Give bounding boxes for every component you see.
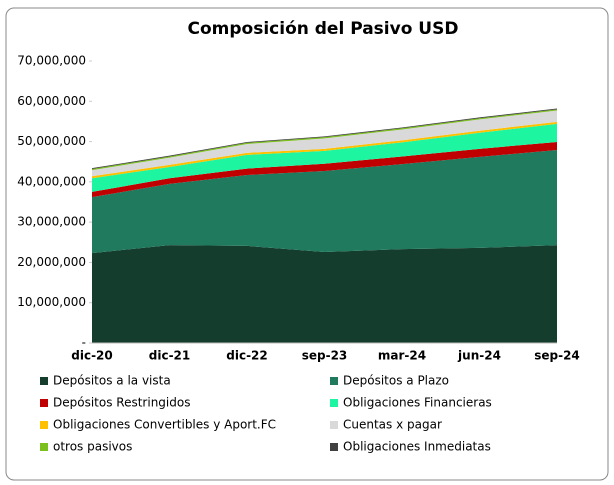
y-tick-label: 70,000,000	[17, 54, 86, 68]
legend-label: otros pasivos	[53, 440, 132, 454]
y-tick-label: 10,000,000	[17, 295, 86, 309]
y-tick-label: 40,000,000	[17, 174, 86, 188]
legend-label: Obligaciones Convertibles y Aport.FC	[53, 418, 276, 432]
legend-label: Depósitos a Plazo	[343, 374, 449, 388]
area	[92, 141, 557, 198]
x-tick-label: sep-24	[534, 349, 580, 363]
legend-swatch	[40, 421, 48, 429]
legend-label: Depósitos Restringidos	[53, 396, 190, 410]
legend-label: Obligaciones Inmediatas	[343, 440, 491, 454]
x-tick-label: dic-20	[71, 349, 113, 363]
area	[92, 150, 557, 254]
y-tick-label: 60,000,000	[17, 94, 86, 108]
area	[92, 123, 557, 192]
y-tick-label: 50,000,000	[17, 134, 86, 148]
y-tick-label: 20,000,000	[17, 255, 86, 269]
legend-label: Obligaciones Financieras	[343, 396, 492, 410]
x-tick-label: jun-24	[457, 349, 501, 363]
x-tick-label: dic-21	[149, 349, 191, 363]
legend-swatch	[330, 443, 338, 451]
legend-swatch	[330, 377, 338, 385]
chart-title: Composición del Pasivo USD	[188, 19, 459, 39]
y-tick-label: 30,000,000	[17, 215, 86, 229]
y-tick-label: -	[82, 336, 86, 350]
legend-swatch	[40, 399, 48, 407]
legend-label: Cuentas x pagar	[343, 418, 442, 432]
legend-label: Depósitos a la vista	[53, 374, 171, 388]
area	[92, 109, 557, 171]
legend-swatch	[40, 443, 48, 451]
area	[92, 245, 557, 343]
legend-swatch	[40, 377, 48, 385]
x-tick-label: dic-22	[226, 349, 268, 363]
area	[92, 121, 557, 179]
area	[92, 110, 557, 177]
area	[92, 108, 557, 169]
x-tick-label: sep-23	[302, 349, 348, 363]
legend-swatch	[330, 399, 338, 407]
legend-swatch	[330, 421, 338, 429]
x-tick-label: mar-24	[378, 349, 426, 363]
